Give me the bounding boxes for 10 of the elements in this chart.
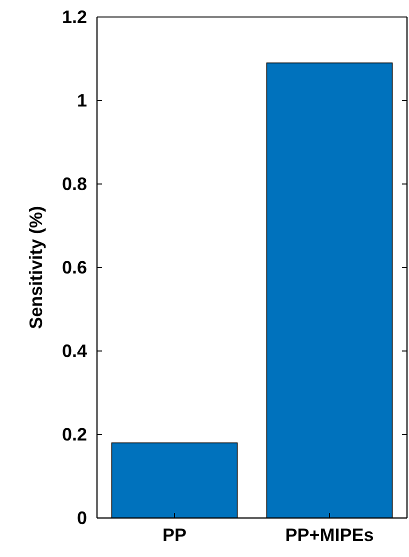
y-tick-label: 0.8 <box>62 174 87 194</box>
y-tick-label: 0 <box>76 508 87 528</box>
y-axis-title: Sensitivity (%) <box>26 206 46 330</box>
y-tick-label: 1.2 <box>62 6 87 27</box>
x-tick-label: PP <box>162 524 187 545</box>
y-tick-label: 0.6 <box>62 257 87 278</box>
y-tick-label: 1 <box>76 90 87 110</box>
x-tick-label: PP+MIPEs <box>285 524 374 545</box>
y-tick-label: 0.2 <box>62 424 87 444</box>
y-tick-label: 0.4 <box>62 340 87 361</box>
